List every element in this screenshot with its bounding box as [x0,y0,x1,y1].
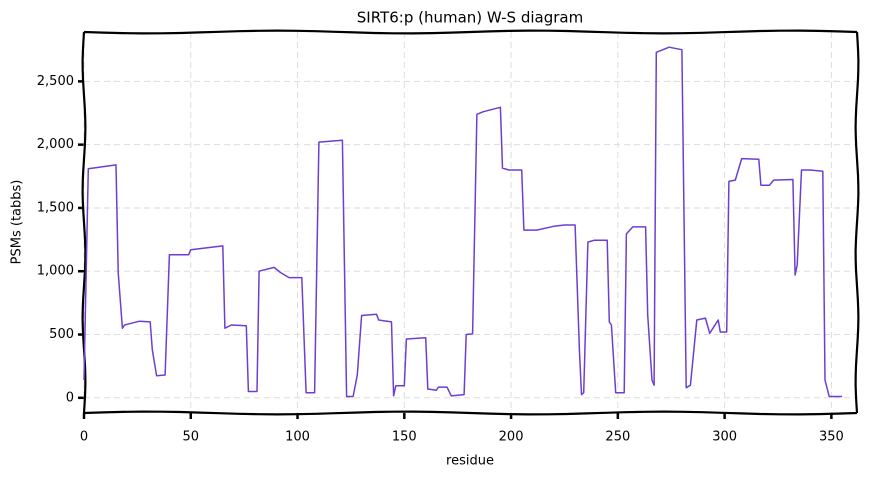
x-tick-label: 150 [392,430,417,445]
y-tick-label: 2,500 [37,74,74,89]
y-tick-label: 1,500 [37,200,74,215]
data-line [83,46,843,398]
x-tick-label: 300 [712,430,737,445]
chart-title: SIRT6:p (human) W-S diagram [357,9,583,27]
y-tick-label: 0 [66,390,74,405]
x-axis-label: residue [446,454,494,469]
plot-frame [81,29,860,416]
y-axis-label: PSMs (tabbs) [10,180,25,265]
y-tick-label: 1,000 [37,264,74,279]
x-tick-label: 50 [182,430,199,445]
y-tick-label: 2,000 [37,137,74,152]
x-tick-label: 250 [605,430,630,445]
x-tick-label: 100 [285,430,310,445]
x-tick-label: 200 [499,430,524,445]
x-tick-label: 350 [819,430,844,445]
x-tick-label: 0 [80,430,88,445]
y-tick-label: 500 [49,327,74,342]
